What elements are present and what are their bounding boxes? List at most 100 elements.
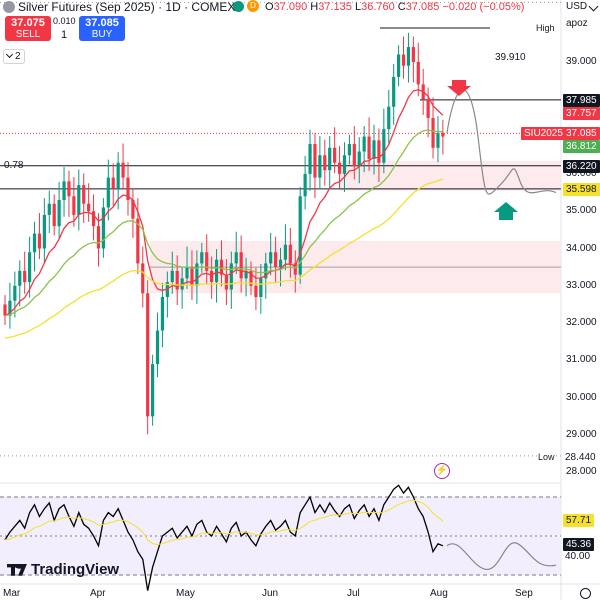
price-axis-label: 33.000: [566, 279, 597, 291]
candle-body: [318, 155, 322, 178]
candle-body: [111, 177, 115, 189]
candle-body: [259, 278, 263, 297]
candle-body: [372, 140, 376, 159]
price-axis-label: 32.000: [566, 317, 597, 329]
candle-body: [23, 270, 27, 283]
candle-body: [352, 144, 356, 167]
price-tag: 35.598: [563, 182, 600, 196]
chevron-down-icon: [5, 50, 14, 59]
rsi-axis-40: 40.00: [565, 551, 591, 562]
candle-body: [136, 218, 140, 264]
price-tag: 37.985: [563, 93, 600, 107]
price-axis-label: 28.000: [566, 466, 597, 478]
date-axis-label: Mar: [3, 588, 21, 599]
high-annotation: High: [536, 23, 555, 33]
price-axis-label: 35.000: [566, 205, 597, 217]
close-value: 37.085: [405, 1, 440, 13]
settings-icon[interactable]: [580, 588, 591, 599]
quantity-input[interactable]: 1: [60, 29, 68, 41]
buy-price: 37.085: [85, 17, 119, 29]
delayed-d-icon: D: [247, 0, 259, 12]
candle-body: [210, 270, 214, 283]
candle-body: [106, 177, 110, 208]
price-tag: 36.220: [563, 159, 600, 173]
candle-body: [323, 155, 327, 171]
candle-body: [308, 144, 312, 174]
arrow-up-icon: [494, 202, 518, 220]
candle-body: [175, 270, 179, 290]
date-axis-label: Jul: [347, 588, 360, 599]
candle-body: [3, 304, 7, 316]
candle-body: [155, 330, 160, 365]
ema-mid-line: [4, 129, 443, 317]
candle-body: [357, 151, 361, 167]
chart-title: Silver Futures (Sep 2025) · 1D · COMEX: [18, 0, 236, 14]
market-status-icon: [233, 1, 244, 12]
bolt-icon[interactable]: ⚡: [434, 463, 450, 479]
candle-body: [190, 267, 194, 286]
price-axis-label: 39.000: [566, 56, 597, 67]
candle-body: [254, 285, 258, 297]
rsi-projection-curve: [446, 542, 557, 570]
price-tag: 36.812: [563, 140, 600, 154]
candle-body: [37, 233, 42, 249]
rsi-tag: 57.71: [563, 514, 595, 527]
candle-body: [91, 211, 96, 227]
buy-button[interactable]: 37.085 BUY: [79, 16, 125, 41]
low-value: 36.760: [361, 1, 395, 13]
price-axis-label: 30.000: [566, 391, 597, 403]
watermark-text: TradingView: [31, 561, 120, 578]
candle-body: [298, 196, 302, 275]
candle-body: [283, 244, 288, 260]
ohlc-readout: O37.090 H37.135 L36.760 C37.085 −0.020 (…: [265, 1, 524, 13]
rsi-line: [4, 484, 444, 591]
candle-body: [200, 252, 204, 264]
symbol-logo-icon: [3, 1, 15, 13]
candle-body: [337, 162, 342, 174]
price-tag: 37.085: [563, 127, 600, 141]
candle-body: [160, 296, 165, 331]
candle-body: [328, 147, 332, 171]
price-axis-label: 31.000: [566, 354, 597, 366]
candle-body: [151, 364, 155, 417]
price-axis-label: 29.000: [566, 429, 597, 440]
indicator-toggle-button[interactable]: 2: [3, 49, 25, 64]
fib-level-label: 0.78: [4, 160, 24, 171]
sell-button[interactable]: 37.075 SELL: [5, 16, 51, 41]
candle-body: [392, 76, 396, 107]
candle-body: [72, 196, 76, 215]
candle-body: [426, 99, 430, 118]
low-annotation: Low: [538, 452, 555, 462]
candle-body: [441, 132, 445, 137]
candle-body: [28, 252, 32, 283]
tv-logo-icon: [7, 563, 27, 576]
candle-body: [52, 203, 56, 227]
candle-body: [274, 252, 278, 268]
candle-body: [436, 132, 440, 148]
candle-body: [131, 200, 135, 219]
candle-body: [185, 267, 189, 279]
candle-body: [387, 106, 391, 130]
candle-body: [269, 252, 273, 264]
candle-body: [313, 144, 317, 178]
candle-body: [87, 203, 91, 212]
currency-label[interactable]: USD: [566, 1, 588, 12]
candle-body: [101, 207, 105, 249]
candle-body: [249, 270, 253, 286]
candle-body: [347, 144, 351, 156]
candle-body: [293, 263, 297, 275]
candle-body: [397, 54, 401, 77]
candle-body: [382, 129, 386, 163]
candle-body: [219, 259, 224, 275]
arrow-down-icon: [447, 80, 471, 96]
candle-body: [431, 117, 435, 148]
candle-body: [116, 162, 120, 189]
candle-body: [82, 185, 86, 204]
date-axis-label: Apr: [90, 588, 106, 599]
candle-body: [239, 252, 243, 279]
candle-body: [278, 259, 283, 268]
scale-mode-label[interactable]: apoz: [566, 18, 588, 29]
candle-body: [411, 47, 415, 62]
candle-body: [121, 162, 125, 178]
